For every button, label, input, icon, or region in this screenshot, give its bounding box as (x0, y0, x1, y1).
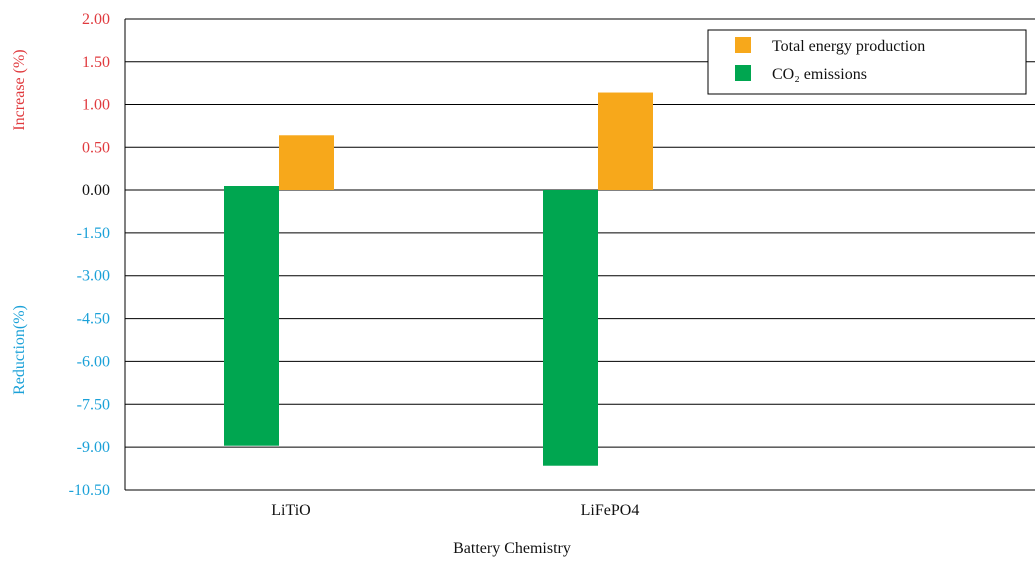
y-tick-label: 2.00 (82, 11, 110, 28)
legend-label-co2: CO₂ emissions (772, 66, 867, 83)
legend-swatch-co2 (735, 65, 751, 81)
y-tick-label: -1.50 (77, 225, 110, 242)
tick-layer: 2.00 1.50 1.00 0.50 0.00 -1.50 -3.00 -4.50 -6.00… (69, 11, 110, 499)
bar-co2-emissions (543, 190, 598, 466)
y-tick-label: -4.50 (77, 311, 110, 328)
category-layer: LiTiO LiFePO4 (271, 502, 639, 519)
legend: Total energy production CO₂ emissions (707, 29, 1027, 95)
y-tick-label: 0.50 (82, 139, 110, 156)
y-tick-label: -3.00 (77, 268, 110, 285)
y-tick-label: 1.50 (82, 54, 110, 71)
y-tick-label: -9.00 (77, 439, 110, 456)
bars-layer (224, 92, 653, 466)
y-tick-label: -6.00 (77, 353, 110, 370)
y-tick-label: -10.50 (69, 482, 110, 499)
legend-swatch-total-energy (735, 37, 751, 53)
legend-box (707, 29, 1027, 95)
y-axis-title-increase: Increase (%) (11, 49, 28, 130)
y-tick-label: 1.00 (82, 97, 110, 114)
bar-total-energy (279, 135, 334, 190)
legend-label-total-energy: Total energy production (772, 38, 925, 55)
bar-co2-emissions (224, 186, 279, 446)
x-tick-label: LiFePO4 (581, 502, 640, 519)
x-tick-label: LiTiO (271, 502, 310, 519)
y-axis-title-reduction: Reduction(%) (11, 305, 28, 395)
bar-total-energy (598, 92, 653, 190)
x-axis-title: Battery Chemistry (453, 540, 571, 557)
y-tick-label: -7.50 (77, 396, 110, 413)
y-tick-label: 0.00 (82, 182, 110, 199)
